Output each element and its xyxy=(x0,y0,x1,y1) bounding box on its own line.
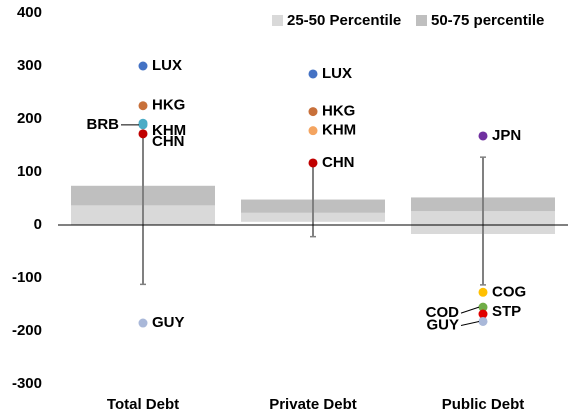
y-tick-label: 100 xyxy=(17,163,42,180)
outlier xyxy=(478,131,488,141)
legend-swatch xyxy=(416,15,427,26)
legend-swatch xyxy=(272,15,283,26)
y-tick-label: -100 xyxy=(12,269,42,286)
outlier xyxy=(138,61,148,71)
y-tick-label: 0 xyxy=(34,216,42,233)
outlier-label: LUX xyxy=(152,57,182,74)
outlier-label: KHM xyxy=(152,122,186,139)
leader-line xyxy=(460,306,480,314)
outlier-label: CHN xyxy=(152,133,185,150)
outlier-label: LUX xyxy=(322,65,352,82)
outlier xyxy=(478,302,488,312)
x-tick-label: Private Debt xyxy=(269,396,357,413)
x-tick-label: Total Debt xyxy=(107,396,179,413)
outlier-label: JPN xyxy=(492,127,521,144)
x-tick-label: Public Debt xyxy=(442,396,525,413)
legend-label: 50-75 percentile xyxy=(431,12,544,29)
y-tick-label: -300 xyxy=(12,375,42,392)
outlier-label: COG xyxy=(492,283,526,300)
outlier xyxy=(138,318,148,328)
outlier xyxy=(308,126,318,136)
y-tick-label: 200 xyxy=(17,110,42,127)
outlier-label: GUY xyxy=(152,314,185,331)
outlier-label: COD xyxy=(426,304,460,321)
outlier xyxy=(478,287,488,297)
outlier xyxy=(138,120,148,130)
outlier-label: BRB xyxy=(87,116,120,133)
y-tick-label: -200 xyxy=(12,322,42,339)
outlier-label: STP xyxy=(492,303,521,320)
legend-label: 25-50 Percentile xyxy=(287,12,401,29)
outlier xyxy=(308,107,318,117)
outlier-label: HKG xyxy=(152,97,185,114)
y-tick-label: 400 xyxy=(17,4,42,21)
outlier-label: KHM xyxy=(322,122,356,139)
outlier-label: HKG xyxy=(322,103,355,120)
outlier-label: CHN xyxy=(322,154,355,171)
outlier xyxy=(478,309,488,319)
outlier xyxy=(308,69,318,79)
outlier xyxy=(478,316,488,326)
y-tick-label: 300 xyxy=(17,57,42,74)
outlier xyxy=(138,101,148,111)
outlier xyxy=(138,129,148,139)
outlier-label: GUY xyxy=(426,316,459,333)
outlier xyxy=(308,158,318,168)
leader-line xyxy=(460,320,480,326)
